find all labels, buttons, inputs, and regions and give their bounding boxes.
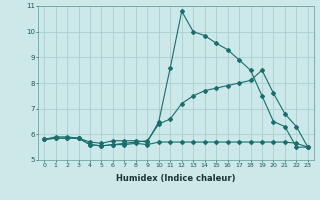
X-axis label: Humidex (Indice chaleur): Humidex (Indice chaleur): [116, 174, 236, 183]
